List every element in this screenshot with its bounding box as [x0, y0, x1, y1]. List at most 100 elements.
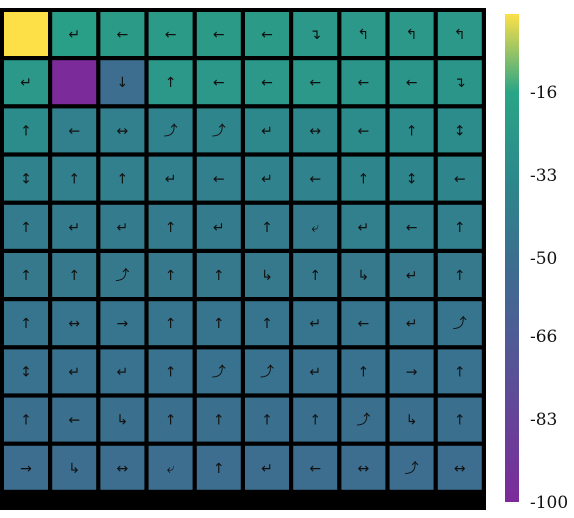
policy-arrow: ↵	[68, 364, 80, 380]
policy-arrow: →	[406, 364, 418, 380]
policy-arrow: →	[20, 461, 32, 477]
policy-arrow: ↵	[406, 268, 418, 284]
policy-arrow: ↕	[406, 172, 418, 188]
policy-arrow: ⤴	[260, 364, 274, 380]
heatmap-cell	[148, 349, 193, 394]
heatmap-cell	[100, 301, 145, 346]
policy-arrow: ←	[454, 172, 466, 188]
policy-arrow: ↑	[358, 364, 370, 380]
heatmap-cell	[293, 156, 338, 201]
policy-arrow: ↵	[261, 123, 273, 139]
policy-arrow: ←	[406, 220, 418, 236]
heatmap-cell	[148, 397, 193, 442]
policy-arrow: ↑	[213, 413, 225, 429]
heatmap-cell	[4, 349, 48, 394]
policy-arrow: ↑	[165, 364, 177, 380]
heatmap-cell	[100, 397, 145, 442]
policy-arrow: ↔	[117, 123, 129, 139]
policy-arrow: ↰	[358, 27, 370, 43]
policy-arrow: ↑	[261, 220, 273, 236]
heatmap-cell	[4, 397, 48, 442]
heatmap-cell	[245, 204, 289, 249]
heatmap-cell	[52, 445, 97, 490]
heatmap-cell	[293, 445, 338, 490]
heatmap-cell	[4, 156, 48, 201]
policy-arrow: ←	[406, 75, 418, 91]
heatmap-cell	[100, 156, 145, 201]
heatmap-cell	[389, 445, 434, 490]
policy-arrow: ↑	[20, 316, 32, 332]
heatmap-cell	[389, 253, 434, 297]
policy-arrow: ↑	[261, 413, 273, 429]
heatmap-cell	[4, 445, 48, 490]
heatmap-cell	[196, 397, 241, 442]
heatmap-cell	[196, 204, 241, 249]
policy-arrow: ↑	[165, 413, 177, 429]
heatmap-cells	[4, 12, 482, 490]
policy-arrow: ↑	[117, 172, 129, 188]
policy-arrow: ↓	[117, 75, 129, 91]
policy-arrow: ↑	[68, 268, 80, 284]
policy-arrow: ↳	[406, 413, 418, 429]
heatmap-cell	[245, 12, 289, 56]
heatmap-cell	[293, 12, 338, 56]
heatmap-cell	[148, 445, 193, 490]
heatmap-cell	[148, 108, 193, 153]
heatmap-cell	[293, 397, 338, 442]
heatmap-cell	[52, 301, 97, 346]
heatmap-cell	[100, 12, 145, 56]
policy-arrow: ⤴	[164, 123, 178, 139]
heatmap-cell	[293, 253, 338, 297]
policy-arrow: ←	[68, 123, 80, 139]
heatmap-cell	[148, 156, 193, 201]
colorbar-tick-label: -50	[530, 249, 557, 269]
policy-arrow: ↴	[309, 27, 321, 43]
heatmap-cell	[389, 397, 434, 442]
heatmap-cell	[437, 301, 482, 346]
heatmap-cell	[148, 253, 193, 297]
heatmap-cell	[100, 204, 145, 249]
policy-arrow: ←	[358, 316, 370, 332]
heatmap-cell	[245, 253, 289, 297]
colorbar	[505, 14, 519, 502]
policy-arrow: ↴	[454, 75, 466, 91]
heatmap-cell	[437, 204, 482, 249]
policy-arrow: ↵	[165, 172, 177, 188]
heatmap-cell	[437, 108, 482, 153]
heatmap-cell	[245, 156, 289, 201]
policy-arrow: ↵	[117, 364, 129, 380]
heatmap-cell	[148, 301, 193, 346]
heatmap-cell	[196, 253, 241, 297]
policy-arrow: ↑	[454, 413, 466, 429]
colorbar-ticks: -16 -33 -50 -66 -83 -100	[530, 83, 568, 513]
heatmap-cell	[4, 301, 48, 346]
heatmap-cell	[341, 156, 386, 201]
heatmap-cell	[245, 349, 289, 394]
heatmap-cell	[341, 301, 386, 346]
heatmap-cell	[389, 204, 434, 249]
policy-arrow: ↔	[358, 461, 370, 477]
heatmap-cell	[341, 12, 386, 56]
policy-arrow: ↕	[20, 172, 32, 188]
heatmap-cell	[100, 349, 145, 394]
policy-arrow: ↔	[68, 316, 80, 332]
policy-arrow: ↰	[406, 27, 418, 43]
colorbar-tick-label: -83	[530, 410, 557, 430]
heatmap-cell	[437, 12, 482, 56]
heatmap-cell	[437, 397, 482, 442]
heatmap-cell	[389, 301, 434, 346]
policy-arrow: ↳	[261, 268, 273, 284]
policy-arrow: ↳	[117, 413, 129, 429]
policy-arrow: ↔	[454, 461, 466, 477]
policy-arrow: ←	[165, 27, 177, 43]
heatmap-cell	[437, 156, 482, 201]
heatmap-cell	[148, 204, 193, 249]
heatmap-cell	[196, 301, 241, 346]
policy-arrow: ⤴	[453, 316, 467, 332]
policy-arrow: ↑	[454, 220, 466, 236]
policy-arrow: ↑	[261, 316, 273, 332]
heatmap-cell	[389, 60, 434, 105]
policy-arrow: ←	[309, 75, 321, 91]
policy-arrow: ↑	[165, 75, 177, 91]
